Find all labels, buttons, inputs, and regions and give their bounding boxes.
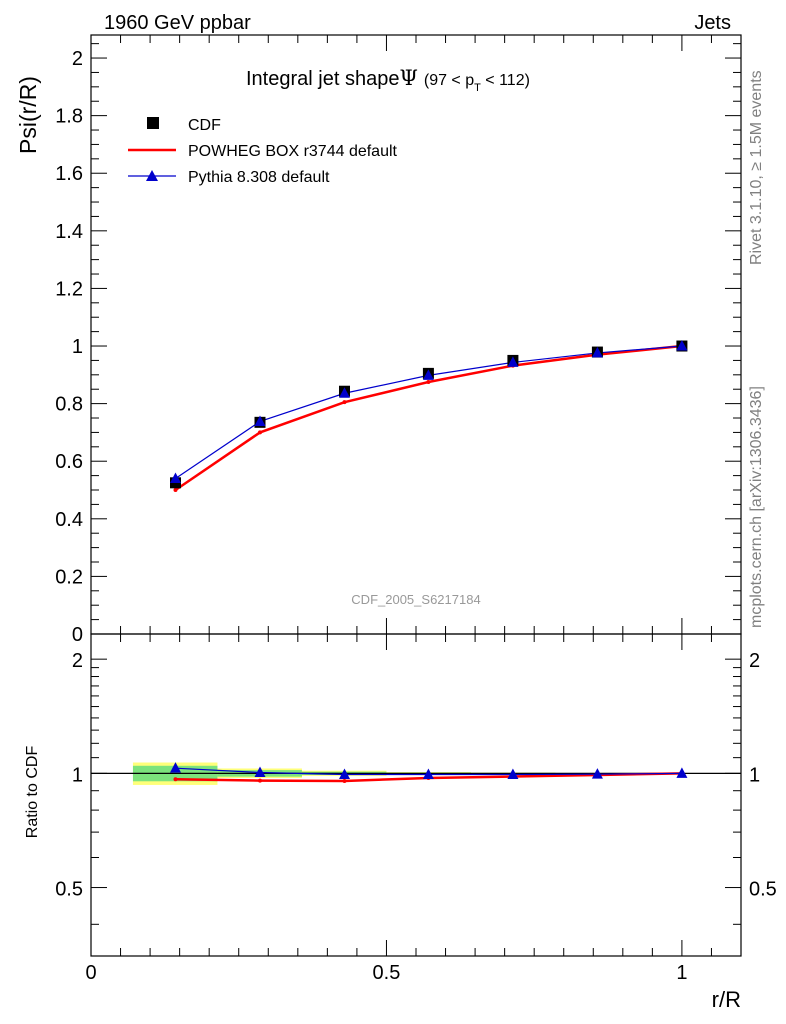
main-y-label: Psi(r/R) — [15, 76, 41, 154]
pythia-point — [676, 340, 688, 351]
main-y-tick-label: 0 — [72, 624, 83, 646]
ratio-panel-frame — [90, 633, 742, 957]
legend-pythia-label: Pythia 8.308 default — [188, 169, 330, 186]
ratio-y-label: Ratio to CDF — [24, 746, 41, 839]
legend-cdf-label: CDF — [188, 117, 221, 134]
ratio-powheg-point — [258, 778, 262, 783]
main-x-ticks — [90, 35, 742, 634]
main-y-tick-label: 0.8 — [55, 394, 83, 416]
main-y-tick-label: 1.8 — [55, 106, 83, 128]
main-y-tick-label: 1.6 — [55, 163, 83, 185]
main-y-tick-label: 2 — [72, 48, 83, 70]
pythia-point — [254, 415, 266, 426]
x-tick-label: 0 — [85, 962, 96, 984]
header-right: Jets — [694, 12, 731, 34]
powheg-point — [426, 380, 431, 385]
ratio-y-tick-label: 2 — [72, 650, 83, 672]
header-left: 1960 GeV ppbar — [104, 12, 251, 34]
ratio-pythia-point — [339, 768, 350, 780]
watermark: CDF_2005_S6217184 — [351, 592, 480, 607]
ratio-series — [170, 762, 688, 783]
powheg-point — [173, 488, 178, 493]
pythia-point — [507, 356, 519, 367]
pythia-point — [591, 346, 603, 358]
pythia-point — [170, 472, 181, 483]
main-y-tick-label: 1.2 — [55, 278, 83, 300]
ratio-pythia-point — [591, 768, 603, 779]
ratio-pythia-point — [254, 766, 266, 778]
ratio-x-ticks: 0 0.5 1 — [85, 634, 742, 984]
side-mcplots: mcplots.cern.ch [arXiv:1306.3436] — [748, 386, 765, 628]
legend-powheg-label: POWHEG BOX r3744 default — [188, 143, 398, 160]
legend-pythia-marker — [146, 170, 158, 181]
main-panel: 0 0.2 0.4 0.6 0.8 1 1.2 1.4 1.6 1.8 2 Psi(r/R) Int… — [15, 34, 742, 646]
ratio-y-ticks: 0.5 0.5 1 1 2 2 — [55, 650, 777, 925]
ratio-powheg-point — [342, 778, 347, 783]
ratio-y-tick-label: 1 — [72, 764, 83, 786]
x-tick-label: 0.5 — [373, 962, 401, 984]
side-rivet: Rivet 3.1.10, ≥ 1.5M events — [748, 70, 765, 265]
powheg-point — [342, 400, 347, 405]
ratio-pythia-point — [422, 768, 434, 780]
ratio-y-tick-label-right: 1 — [749, 764, 760, 786]
powheg-line — [174, 344, 683, 492]
main-series — [170, 340, 688, 493]
chart-title: Integral jet shapeΨ (97 < pT < 112) — [246, 66, 530, 94]
x-axis-label: r/R — [712, 987, 741, 1012]
ratio-y-tick-label-right: 0.5 — [749, 879, 777, 901]
main-y-tick-label: 0.6 — [55, 451, 83, 473]
x-tick-label: 1 — [676, 962, 687, 984]
ratio-pythia-point — [676, 767, 688, 778]
pythia-point — [339, 387, 350, 398]
main-y-tick-label: 1 — [72, 336, 83, 358]
main-y-tick-label: 1.4 — [55, 221, 83, 243]
ratio-powheg-point — [173, 777, 178, 782]
ratio-y-tick-label: 0.5 — [55, 879, 83, 901]
ratio-panel: 0.5 0.51 12 2 0 0.5 1 Ratio to CDF r/R — [24, 633, 777, 1012]
main-y-tick-label: 0.4 — [55, 509, 83, 531]
pythia-point — [422, 369, 434, 380]
ratio-pythia-point — [507, 768, 519, 780]
ratio-y-tick-label-right: 2 — [749, 650, 760, 672]
powheg-point — [258, 430, 262, 435]
legend: CDF POWHEG BOX r3744 default Pythia 8.30… — [128, 117, 398, 186]
main-y-tick-label: 0.2 — [55, 566, 83, 588]
legend-cdf-marker — [147, 117, 159, 129]
ratio-pythia-point — [170, 762, 181, 773]
pythia-line — [175, 345, 682, 479]
main-y-ticks: 0 0.2 0.4 0.6 0.8 1 1.2 1.4 1.6 1.8 2 — [55, 43, 741, 646]
